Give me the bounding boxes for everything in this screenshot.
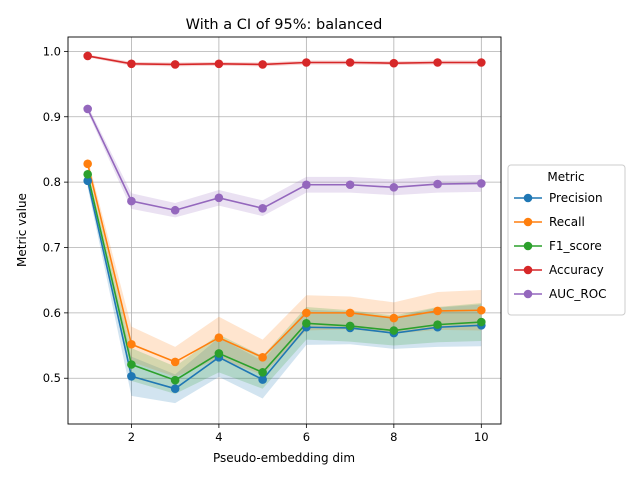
data-point <box>433 58 442 67</box>
data-point <box>170 375 180 385</box>
data-point <box>433 320 442 329</box>
data-point <box>127 360 136 369</box>
data-point <box>477 58 486 67</box>
data-point <box>214 59 224 69</box>
data-point <box>258 60 267 69</box>
legend-box <box>507 164 626 316</box>
data-point <box>389 58 399 68</box>
y-axis-ticks: 0.5 0.6 0.7 0.8 0.9 1.0 <box>43 44 68 385</box>
data-point <box>477 305 486 315</box>
data-point <box>389 313 399 323</box>
data-point <box>170 357 180 367</box>
data-point <box>83 51 92 61</box>
y-tick-label: 0.5 <box>43 371 61 385</box>
data-point <box>83 104 92 114</box>
legend: Metric Precision Recall F1_score Accuracy AU… <box>507 164 626 316</box>
data-point <box>214 333 224 343</box>
data-point <box>477 317 486 327</box>
ci-band <box>87 169 482 394</box>
y-axis-label: Metric value <box>15 193 29 267</box>
ci-band <box>87 105 482 218</box>
data-point <box>477 179 486 188</box>
series-line <box>87 55 482 66</box>
y-tick-label: 0.6 <box>43 306 61 320</box>
x-tick-label: 4 <box>215 430 222 444</box>
data-point <box>258 203 267 213</box>
data-point <box>170 60 180 69</box>
data-point <box>258 353 267 362</box>
data-point <box>389 183 399 192</box>
x-tick-label: 6 <box>303 430 310 444</box>
data-point <box>127 196 136 206</box>
legend-marker-icon <box>523 265 533 275</box>
legend-marker-icon <box>523 193 533 203</box>
x-tick-label: 8 <box>390 430 397 444</box>
data-point <box>127 339 136 349</box>
chart-title: With a CI of 95%: balanced <box>186 17 383 33</box>
data-point <box>127 59 136 69</box>
data-point <box>345 58 355 67</box>
data-point <box>302 308 311 318</box>
data-point <box>258 368 267 377</box>
data-point <box>170 384 180 393</box>
ci-band <box>87 174 482 404</box>
data-point <box>258 375 267 384</box>
data-point <box>214 349 224 358</box>
legend-marker-icon <box>523 217 533 227</box>
data-point <box>345 180 355 190</box>
x-tick-label: 2 <box>128 430 135 444</box>
legend-label: AUC_ROC <box>549 287 607 301</box>
y-tick-label: 0.7 <box>43 240 61 254</box>
series-line <box>86 174 482 382</box>
legend-marker-icon <box>523 289 533 299</box>
series-lines <box>86 55 482 390</box>
series-line <box>86 163 482 363</box>
data-point <box>433 306 442 316</box>
legend-label: Precision <box>549 191 603 205</box>
plot-area-frame <box>67 36 502 425</box>
series-points <box>83 51 486 393</box>
series-line <box>86 180 482 390</box>
y-tick-label: 0.8 <box>43 175 61 189</box>
x-tick-label: 10 <box>474 430 489 444</box>
x-axis-label: Pseudo-embedding dim <box>213 451 355 465</box>
legend-label: F1_score <box>549 239 602 253</box>
ci-band <box>87 158 482 377</box>
data-point <box>389 326 399 335</box>
data-point <box>345 321 355 331</box>
data-point <box>83 176 92 186</box>
data-point <box>302 180 311 190</box>
legend-marker-icon <box>523 241 533 251</box>
y-tick-label: 1.0 <box>43 44 61 58</box>
data-point <box>214 193 224 203</box>
data-point <box>345 308 355 318</box>
data-point <box>302 58 311 67</box>
data-point <box>83 169 92 179</box>
y-tick-label: 0.9 <box>43 110 61 124</box>
legend-items: Precision Recall F1_score Accuracy AUC_ROC <box>514 191 607 301</box>
data-point <box>170 205 180 215</box>
legend-label: Recall <box>549 215 585 229</box>
data-point <box>433 179 442 189</box>
legend-title: Metric <box>547 170 584 184</box>
data-point <box>127 371 136 381</box>
series-line <box>86 108 482 212</box>
data-point <box>302 319 311 328</box>
legend-label: Accuracy <box>549 263 604 277</box>
x-axis-ticks: 2 4 6 8 10 <box>128 424 489 444</box>
data-point <box>83 159 92 169</box>
